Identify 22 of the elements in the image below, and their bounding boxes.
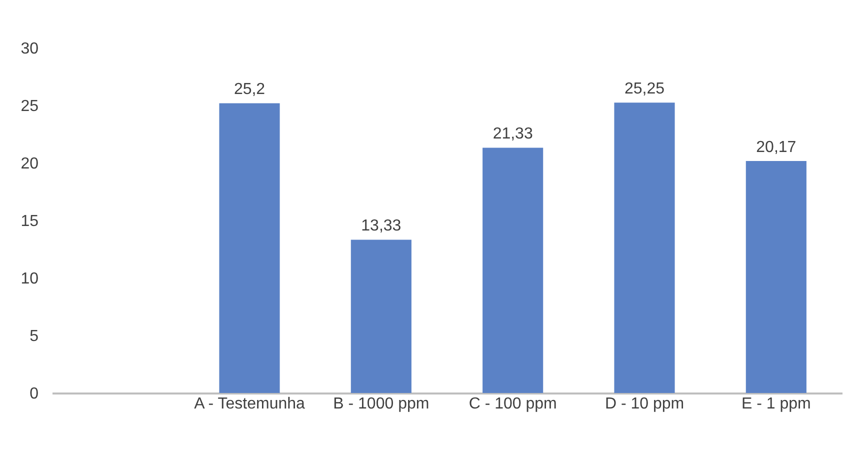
x-tick-label: C - 100 ppm <box>468 396 557 412</box>
data-label: 21,33 <box>492 126 533 143</box>
bar <box>746 161 806 393</box>
bar <box>614 102 675 393</box>
x-tick-label: A - Testemunha <box>194 396 306 412</box>
data-label: 20,17 <box>756 139 796 156</box>
data-label: 13,33 <box>361 218 402 235</box>
y-tick-label: 0 <box>30 386 39 402</box>
bar <box>482 148 544 393</box>
y-tick-label: 15 <box>20 213 39 230</box>
data-label: 25,25 <box>624 80 665 98</box>
y-tick-label: 10 <box>20 270 39 288</box>
x-tick-label: E - 1 ppm <box>741 396 811 412</box>
data-label: 25,2 <box>234 81 266 98</box>
y-tick-label: 20 <box>20 156 39 172</box>
x-tick-label: B - 1000 ppm <box>333 396 430 412</box>
x-tick-label: D - 10 ppm <box>604 396 684 412</box>
y-tick-label: 25 <box>20 98 39 115</box>
y-tick-label: 30 <box>20 40 39 58</box>
bar <box>219 103 280 393</box>
y-tick-label: 5 <box>30 328 39 345</box>
bar <box>350 240 412 393</box>
